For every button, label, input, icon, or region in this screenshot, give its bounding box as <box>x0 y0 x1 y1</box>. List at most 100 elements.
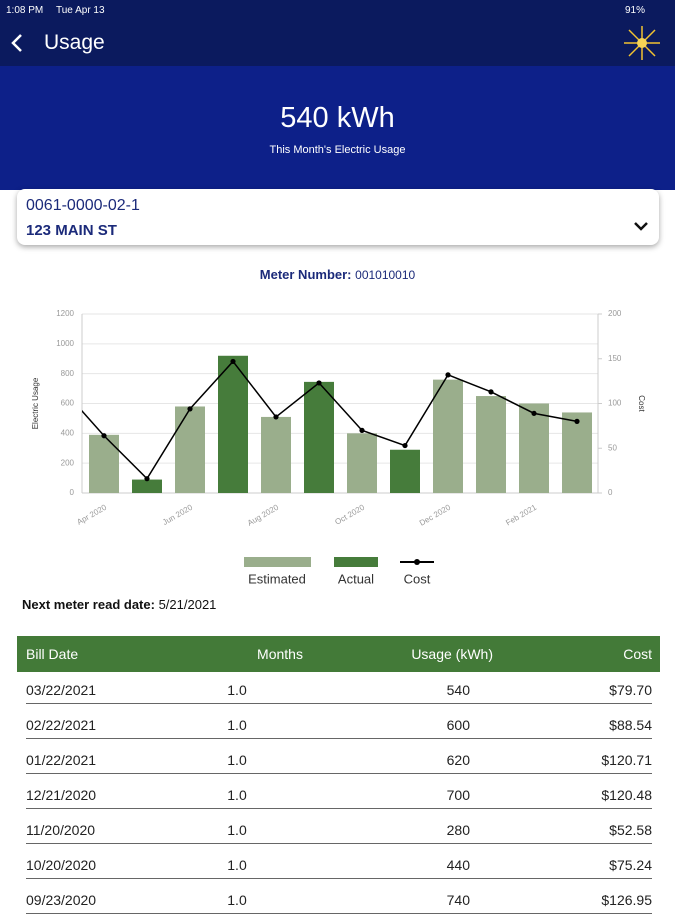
y-tick-label: 600 <box>61 399 75 408</box>
next-read-date: 5/21/2021 <box>158 597 217 612</box>
bar <box>390 449 420 493</box>
x-tick-label: Dec 2020 <box>418 502 453 527</box>
bar <box>562 412 592 493</box>
table-cell: $120.48 <box>601 786 652 803</box>
legend-label: Cost <box>404 571 431 586</box>
header-cell: Cost <box>623 646 652 662</box>
table-row: 02/22/2021 1.0 600 $88.54 <box>17 707 660 742</box>
table-row: 11/20/2020 1.0 280 $52.58 <box>17 812 660 847</box>
y2-tick-label: 150 <box>608 354 622 363</box>
row-divider <box>26 808 652 809</box>
table-cell: 600 <box>446 716 470 733</box>
table-cell: $120.71 <box>601 751 652 768</box>
bar <box>261 416 291 493</box>
table-cell: $88.54 <box>609 716 652 733</box>
cost-point <box>359 427 365 433</box>
table-cell: 11/20/2020 <box>26 821 96 838</box>
table-cell: 440 <box>446 856 470 873</box>
dropdown-icon <box>634 222 648 231</box>
meter-number: 001010010 <box>355 268 416 282</box>
cost-point <box>488 389 494 395</box>
bar <box>175 406 205 493</box>
usage-value: 540 kWh <box>280 102 395 134</box>
table-cell: 1.0 <box>227 856 247 873</box>
header-cell: Usage (kWh) <box>411 646 493 662</box>
table-cell: 1.0 <box>227 681 247 698</box>
next-read-label: Next meter read date: <box>22 597 155 612</box>
header-cell: Bill Date <box>26 646 79 662</box>
cost-point <box>230 358 236 365</box>
legend-label: Estimated <box>248 571 306 586</box>
meter-info: Meter Number: 001010010 <box>0 267 675 282</box>
row-divider <box>26 843 652 844</box>
cost-point <box>187 406 193 412</box>
cost-point <box>445 372 451 378</box>
cost-point <box>58 385 63 390</box>
table-cell: 280 <box>446 821 470 838</box>
account-address: 123 MAIN ST <box>26 222 117 239</box>
status-battery: 91% <box>625 5 646 16</box>
bill-table: Bill Date Months Usage (kWh) Cost 03/22/2021… <box>17 636 660 917</box>
legend-dot <box>414 559 420 565</box>
table-cell: 1.0 <box>227 716 247 733</box>
legend-swatch <box>334 557 378 567</box>
table-cell: 1.0 <box>227 786 247 803</box>
table-cell: $79.70 <box>609 681 652 698</box>
x-tick-label: Feb 2021 <box>504 502 538 527</box>
y2-tick-label: 100 <box>608 399 622 408</box>
usage-chart: 0 200 400 600 800 1000 1200 0 50 100 150 200 Electri… <box>31 309 646 586</box>
row-divider <box>26 878 652 879</box>
y-axis-label: Electric Usage <box>31 377 40 429</box>
y-tick-label: 400 <box>61 428 75 437</box>
back-button[interactable] <box>8 32 28 54</box>
table-cell: 10/20/2020 <box>26 856 97 873</box>
bar <box>132 479 162 493</box>
y2-axis-label: Cost <box>637 395 646 412</box>
usage-caption: This Month's Electric Usage <box>269 144 406 156</box>
table-row: 12/21/2020 1.0 700 $120.48 <box>17 777 660 812</box>
x-tick-label: Jun 2020 <box>161 502 194 527</box>
bar <box>89 434 119 493</box>
row-divider <box>26 703 652 704</box>
hero: 540 kWh This Month's Electric Usage <box>0 66 675 190</box>
x-tick-label: Oct 2020 <box>333 502 366 526</box>
table-cell: 1.0 <box>227 821 247 838</box>
table-cell: 1.0 <box>227 751 247 768</box>
logo <box>624 26 660 60</box>
table-cell: 01/22/2021 <box>26 751 97 768</box>
row-divider <box>26 773 652 774</box>
status-date: Tue Apr 13 <box>56 5 105 16</box>
bar <box>519 403 549 493</box>
y2-tick-label: 50 <box>608 443 617 452</box>
header-cell: Months <box>257 646 303 662</box>
legend-label: Actual <box>338 571 374 586</box>
bar <box>304 381 334 493</box>
table-cell: 620 <box>446 751 470 768</box>
y2-tick-label: 200 <box>608 309 622 318</box>
x-tick-label: Apr 2020 <box>75 502 108 526</box>
meter-label: Meter Number: <box>259 267 352 282</box>
table-cell: 03/22/2021 <box>26 681 97 698</box>
table-cell: $75.24 <box>609 856 652 873</box>
account-number: 0061-0000-02-1 <box>26 197 140 214</box>
table-header: Bill Date Months Usage (kWh) Cost <box>17 636 660 672</box>
table-cell: 540 <box>446 681 470 698</box>
table-cell: 12/21/2020 <box>26 786 97 803</box>
table-cell: $52.58 <box>609 821 652 838</box>
table-row: 03/22/2021 1.0 540 $79.70 <box>17 672 660 707</box>
legend-swatch <box>244 557 311 567</box>
bar <box>218 355 248 493</box>
bar <box>433 379 463 493</box>
y-tick-label: 1200 <box>56 309 74 318</box>
account-selector[interactable]: 0061-0000-02-1 123 MAIN ST <box>17 189 659 245</box>
next-read: Next meter read date: 5/21/2021 <box>22 597 216 612</box>
table-cell: 02/22/2021 <box>26 716 97 733</box>
cost-point <box>574 418 580 424</box>
status-time: 1:08 PM <box>6 5 44 16</box>
y-tick-label: 800 <box>61 369 75 378</box>
y2-tick-label: 0 <box>608 488 613 497</box>
bar <box>476 396 506 493</box>
bar <box>347 433 377 493</box>
cost-point <box>531 410 537 416</box>
